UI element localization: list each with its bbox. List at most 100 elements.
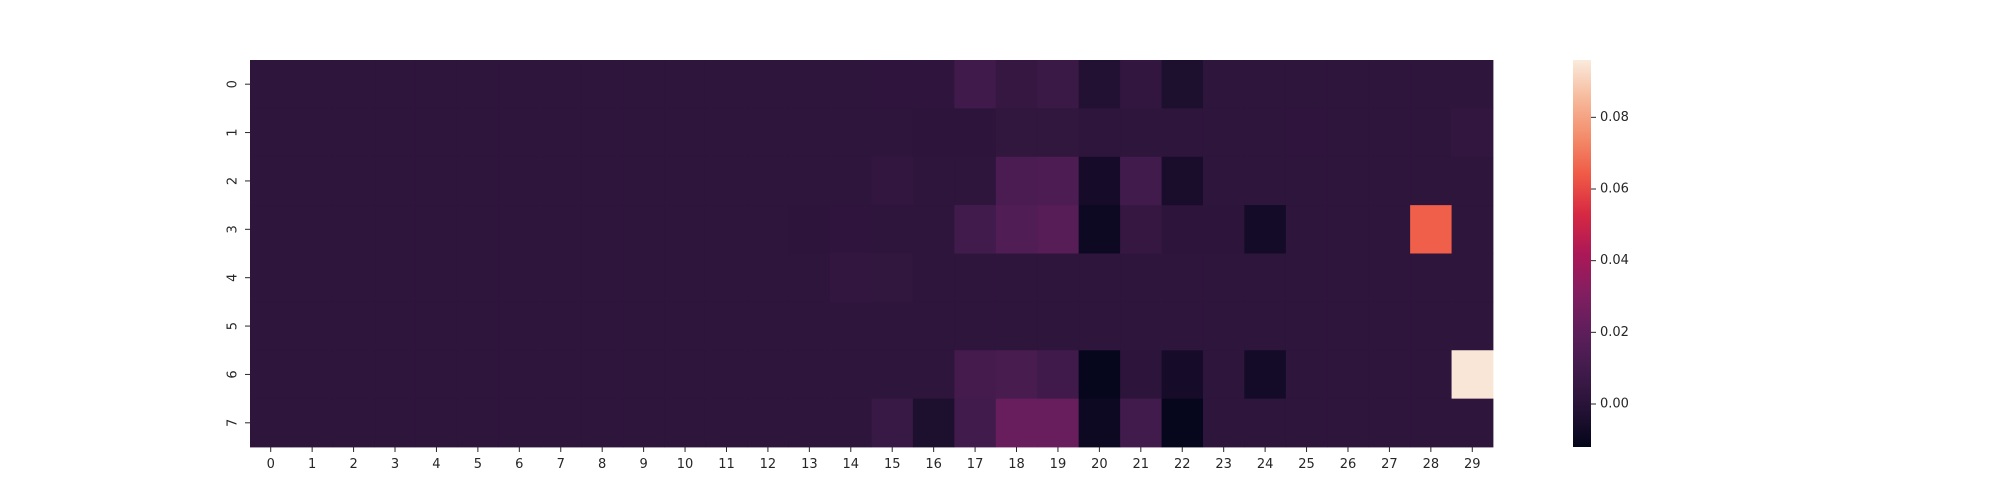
heatmap-cell-r4-c3	[374, 253, 417, 303]
heatmap-cell-r3-c10	[664, 205, 707, 254]
heatmap-cell-r5-c19	[1037, 301, 1080, 351]
heatmap-cell-r1-c18	[995, 108, 1038, 158]
heatmap-cell-r1-c5	[457, 108, 499, 158]
heatmap-cell-r6-c5	[457, 350, 499, 400]
heatmap-cell-r2-c23	[1202, 156, 1245, 206]
heatmap-cell-r0-c21	[1120, 60, 1162, 109]
heatmap-cell-r3-c20	[1078, 205, 1121, 254]
heatmap-cell-r7-c8	[581, 398, 624, 448]
heatmap-cell-r2-c25	[1285, 156, 1328, 206]
x-tick-label: 6	[515, 457, 523, 472]
heatmap-cell-r3-c27	[1368, 205, 1411, 254]
heatmap-cell-r5-c6	[498, 301, 541, 351]
heatmap-cell-r7-c13	[788, 398, 831, 448]
heatmap-cell-r2-c5	[457, 156, 499, 206]
heatmap-cell-r1-c0	[250, 108, 292, 158]
heatmap-cell-r5-c24	[1244, 301, 1287, 351]
heatmap-cell-r3-c7	[540, 205, 582, 254]
heatmap-cell-r6-c2	[332, 350, 375, 400]
heatmap-cell-r3-c16	[912, 205, 955, 254]
heatmap-cell-r5-c22	[1161, 301, 1204, 351]
heatmap-cell-r6-c9	[622, 350, 665, 400]
heatmap-cell-r2-c11	[705, 156, 748, 206]
heatmap-cell-r7-c7	[540, 398, 582, 448]
heatmap-cell-r2-c18	[995, 156, 1038, 206]
x-tick-label: 26	[1340, 457, 1357, 472]
heatmap-cell-r5-c10	[664, 301, 707, 351]
heatmap-cell-r0-c27	[1368, 60, 1411, 109]
y-tick-label: 2	[226, 177, 241, 185]
heatmap-cell-r7-c23	[1202, 398, 1245, 448]
heatmap-cell-r4-c8	[581, 253, 624, 303]
heatmap-cell-r2-c17	[954, 156, 997, 206]
colorbar: 0.00 0.02 0.04 0.06 0.08	[1573, 60, 1629, 447]
x-tick-label: 23	[1215, 457, 1232, 472]
heatmap-cell-r2-c9	[622, 156, 665, 206]
heatmap-cell-r5-c5	[457, 301, 499, 351]
heatmap-cell-r1-c10	[664, 108, 707, 158]
heatmap-cell-r0-c9	[622, 60, 665, 109]
x-tick-label: 5	[474, 457, 482, 472]
heatmap-cell-r7-c24	[1244, 398, 1287, 448]
y-axis-ticks: 0 1 2 3 4 5 6 7	[226, 80, 250, 427]
heatmap-cell-r5-c21	[1120, 301, 1162, 351]
heatmap-cell-r2-c19	[1037, 156, 1080, 206]
heatmap-cell-r2-c29	[1451, 156, 1494, 206]
heatmap-cell-r1-c13	[788, 108, 831, 158]
x-tick-label: 21	[1133, 457, 1150, 472]
heatmap-cell-r1-c19	[1037, 108, 1080, 158]
heatmap-cell-r5-c27	[1368, 301, 1411, 351]
heatmap-cell-r5-c4	[415, 301, 458, 351]
x-axis-ticks: 0 1 2 3 4 5 6 7 8 9 10 11 12 13 14 15 16 17 18 19 20 21 22 23 24…	[267, 447, 1481, 472]
heatmap-cell-r5-c28	[1410, 301, 1452, 351]
heatmap-cell-r1-c2	[332, 108, 375, 158]
heatmap-cell-r5-c23	[1202, 301, 1245, 351]
heatmap-cell-r3-c12	[747, 205, 790, 254]
heatmap-cell-r5-c18	[995, 301, 1038, 351]
heatmap-cell-r6-c10	[664, 350, 707, 400]
heatmap-cell-r3-c0	[250, 205, 292, 254]
heatmap-cell-r3-c25	[1285, 205, 1328, 254]
heatmap-cell-r5-c26	[1327, 301, 1370, 351]
heatmap-cell-r4-c18	[995, 253, 1038, 303]
heatmap-cell-r1-c15	[871, 108, 914, 158]
heatmap-cell-r0-c7	[540, 60, 582, 109]
x-tick-label: 15	[884, 457, 901, 472]
heatmap-cell-r2-c16	[912, 156, 955, 206]
heatmap-cell-r0-c0	[250, 60, 292, 109]
heatmap-cell-r0-c23	[1202, 60, 1245, 109]
heatmap-cell-r6-c26	[1327, 350, 1370, 400]
heatmap-cell-r4-c1	[291, 253, 334, 303]
heatmap-cell-r0-c16	[912, 60, 955, 109]
heatmap-cell-r4-c23	[1202, 253, 1245, 303]
y-tick-label: 1	[226, 128, 241, 136]
heatmap-cell-r3-c2	[332, 205, 375, 254]
heatmap-cell-r5-c1	[291, 301, 334, 351]
x-tick-label: 20	[1091, 457, 1108, 472]
heatmap-cell-r2-c27	[1368, 156, 1411, 206]
heatmap-cell-r3-c21	[1120, 205, 1162, 254]
heatmap-cell-r4-c5	[457, 253, 499, 303]
x-tick-label: 3	[391, 457, 399, 472]
heatmap-cell-r7-c4	[415, 398, 458, 448]
heatmap-cell-r7-c28	[1410, 398, 1452, 448]
heatmap-cell-r3-c11	[705, 205, 748, 254]
heatmap-cell-r4-c2	[332, 253, 375, 303]
heatmap-cell-r1-c24	[1244, 108, 1287, 158]
heatmap-cell-r6-c29	[1451, 350, 1494, 400]
heatmap-cell-r3-c18	[995, 205, 1038, 254]
heatmap-cell-r4-c28	[1410, 253, 1452, 303]
heatmap-cell-r5-c13	[788, 301, 831, 351]
x-tick-label: 28	[1423, 457, 1440, 472]
heatmap-cell-r7-c20	[1078, 398, 1121, 448]
heatmap-cell-r5-c7	[540, 301, 582, 351]
heatmap-cell-r0-c18	[995, 60, 1038, 109]
heatmap-cell-r0-c2	[332, 60, 375, 109]
y-tick-label: 0	[226, 80, 241, 88]
heatmap-cell-r3-c13	[788, 205, 831, 254]
heatmap-cell-r4-c9	[622, 253, 665, 303]
heatmap-cell-r2-c15	[871, 156, 914, 206]
colorbar-tick-label: 0.06	[1600, 182, 1629, 197]
heatmap-cell-r3-c19	[1037, 205, 1080, 254]
heatmap-cell-r7-c9	[622, 398, 665, 448]
